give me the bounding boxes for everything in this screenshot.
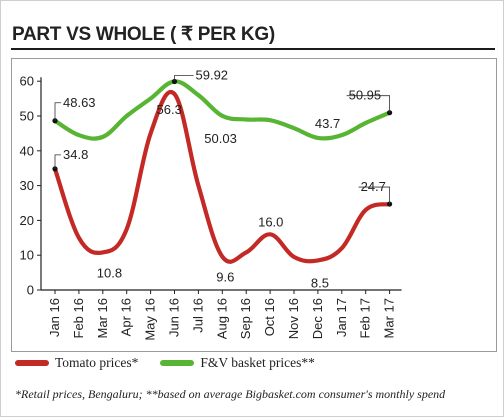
data-label: 34.8 bbox=[63, 147, 88, 162]
x-tick-label: Mar 16 bbox=[95, 298, 110, 338]
x-tick-label: Oct 16 bbox=[262, 298, 277, 336]
legend-label-basket: F&V basket prices** bbox=[200, 355, 315, 370]
annotation-leader bbox=[174, 75, 194, 82]
footnote: *Retail prices, Bengaluru; **based on av… bbox=[15, 387, 446, 401]
data-label: 50.95 bbox=[349, 88, 382, 103]
annotation-leader bbox=[54, 102, 61, 121]
y-tick-label: 30 bbox=[20, 178, 34, 193]
data-label: 9.6 bbox=[216, 270, 234, 285]
legend-swatch-tomato bbox=[15, 360, 49, 366]
data-label: 43.7 bbox=[315, 116, 340, 131]
x-tick-label: Dec 16 bbox=[310, 298, 325, 339]
data-label: 48.63 bbox=[63, 95, 96, 110]
data-label: 10.8 bbox=[97, 265, 122, 280]
data-label: 50.03 bbox=[204, 131, 237, 146]
legend-swatch-basket bbox=[160, 360, 195, 366]
x-tick-label: Apr 16 bbox=[119, 298, 134, 336]
y-tick-label: 40 bbox=[20, 143, 34, 158]
chart-title: PART VS WHOLE ( ₹ PER KG) bbox=[12, 24, 275, 45]
plot-frame bbox=[11, 58, 497, 352]
x-tick-label: Aug 16 bbox=[214, 298, 229, 339]
legend-item-tomato: Tomato prices* bbox=[15, 355, 138, 371]
x-tick-label: Jun 16 bbox=[167, 298, 182, 337]
x-tick-label: Jul 16 bbox=[190, 298, 205, 333]
data-label: 59.92 bbox=[196, 67, 229, 82]
data-label: 8.5 bbox=[311, 275, 329, 290]
annotation-leader bbox=[358, 186, 391, 205]
series-line-tomato bbox=[52, 89, 392, 264]
y-tick-label: 20 bbox=[20, 213, 34, 228]
title-divider bbox=[11, 48, 495, 50]
x-tick-label: Nov 16 bbox=[286, 298, 301, 339]
legend: Tomato prices* F&V basket prices** bbox=[15, 355, 337, 371]
annotation-leader bbox=[346, 95, 391, 113]
y-tick-label: 60 bbox=[20, 74, 34, 89]
x-tick-label: Jan 17 bbox=[334, 298, 349, 337]
data-label: 16.0 bbox=[258, 214, 283, 229]
series-line-basket bbox=[52, 79, 392, 141]
x-tick-label: Jan 16 bbox=[47, 298, 62, 337]
y-tick-label: 50 bbox=[20, 109, 34, 124]
y-tick-label: 0 bbox=[27, 283, 34, 298]
annotation-leader bbox=[54, 154, 61, 169]
x-tick-label: Feb 16 bbox=[71, 298, 86, 338]
x-tick-label: Feb 17 bbox=[358, 298, 373, 338]
legend-label-tomato: Tomato prices* bbox=[55, 355, 139, 370]
x-tick-label: Sep 16 bbox=[238, 298, 253, 339]
data-label: 56.3 bbox=[157, 102, 182, 117]
legend-item-basket: F&V basket prices** bbox=[160, 355, 315, 371]
data-label: 24.7 bbox=[361, 179, 386, 194]
x-tick-label: Mar 17 bbox=[382, 298, 397, 338]
x-tick-label: May 16 bbox=[143, 298, 158, 341]
y-tick-label: 10 bbox=[20, 248, 34, 263]
